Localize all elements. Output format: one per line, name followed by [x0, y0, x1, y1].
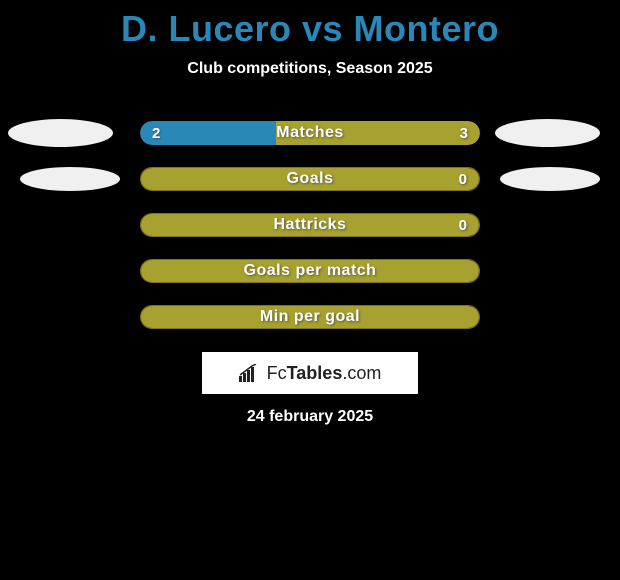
watermark-text: FcTables.com: [239, 363, 382, 384]
player-badge-right: [495, 119, 600, 147]
stat-bar: 2 Matches 3: [140, 121, 480, 145]
stat-row-matches: 2 Matches 3: [0, 110, 620, 156]
footer-date: 24 february 2025: [0, 408, 620, 426]
stat-row-hattricks: Hattricks 0: [0, 202, 620, 248]
stat-bar: Hattricks 0: [140, 213, 480, 237]
stat-label: Hattricks: [141, 214, 479, 236]
barchart-icon: [239, 364, 261, 382]
stat-value-right: 0: [459, 214, 467, 236]
stat-label: Goals: [141, 168, 479, 190]
stat-label: Matches: [140, 121, 480, 145]
logo-suffix: .com: [342, 363, 381, 384]
stat-label: Goals per match: [141, 260, 479, 282]
player-badge-right: [500, 167, 600, 191]
page-title: D. Lucero vs Montero: [0, 0, 620, 50]
stat-label: Min per goal: [141, 306, 479, 328]
watermark-logo: FcTables.com: [202, 352, 418, 394]
logo-prefix: Fc: [267, 363, 287, 384]
stat-bar: Goals per match: [140, 259, 480, 283]
stat-bar: Goals 0: [140, 167, 480, 191]
stat-bar: Min per goal: [140, 305, 480, 329]
player-badge-left: [20, 167, 120, 191]
comparison-infographic: D. Lucero vs Montero Club competitions, …: [0, 0, 620, 580]
stat-row-goals: Goals 0: [0, 156, 620, 202]
player-badge-left: [8, 119, 113, 147]
stat-row-min-per-goal: Min per goal: [0, 294, 620, 340]
stat-value-right: 3: [460, 121, 468, 145]
stat-row-goals-per-match: Goals per match: [0, 248, 620, 294]
stats-rows: 2 Matches 3 Goals 0 Hattr: [0, 110, 620, 340]
logo-bold: Tables: [287, 363, 343, 384]
stat-value-right: 0: [459, 168, 467, 190]
page-subtitle: Club competitions, Season 2025: [0, 60, 620, 78]
